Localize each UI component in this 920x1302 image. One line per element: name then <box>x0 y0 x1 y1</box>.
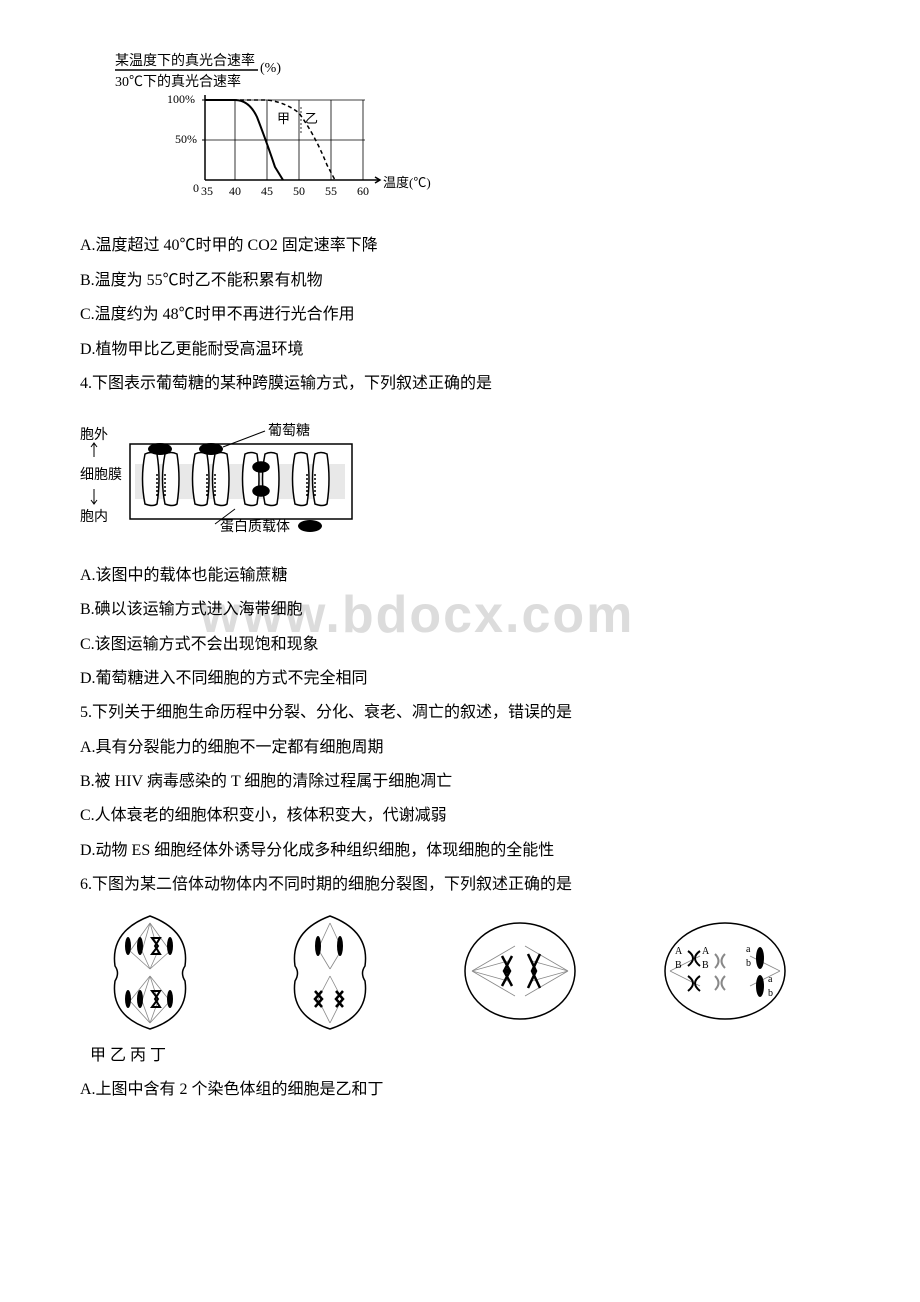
series-jia-label: 甲 <box>277 111 290 126</box>
x-axis-label: 温度(℃) <box>383 175 431 190</box>
ding-label-B2: B <box>702 960 709 971</box>
label-inside: 胞内 <box>80 509 108 525</box>
q3-option-c: C.温度约为 48℃时甲不再进行光合作用 <box>80 300 840 330</box>
xtick-40: 40 <box>229 184 241 198</box>
xtick-60: 60 <box>357 184 369 198</box>
ytick-100: 100% <box>167 92 195 106</box>
q5-option-a: A.具有分裂能力的细胞不一定都有细胞周期 <box>80 733 840 763</box>
label-membrane: 细胞膜 <box>80 467 122 483</box>
q4-option-d: D.葡萄糖进入不同细胞的方式不完全相同 <box>80 664 840 694</box>
q6-option-a: A.上图中含有 2 个染色体组的细胞是乙和丁 <box>80 1075 840 1105</box>
cell-yi <box>280 911 380 1031</box>
cell-bing <box>460 916 580 1026</box>
label-glucose: 葡萄糖 <box>268 423 310 439</box>
ding-label-A1: A <box>675 946 683 957</box>
ding-label-a1: a <box>746 944 751 955</box>
xtick-45: 45 <box>261 184 273 198</box>
ding-label-B1: B <box>675 960 682 971</box>
ytick-50: 50% <box>175 132 197 146</box>
xtick-35: 35 <box>201 184 213 198</box>
y-label-bottom: 30℃下的真光合速率 <box>115 73 241 90</box>
label-carrier: 蛋白质载体 <box>220 519 290 535</box>
cell-ding: A B A B a b a b <box>660 916 790 1026</box>
label-outside: 胞外 <box>80 427 108 443</box>
q3-option-b: B.温度为 55℃时乙不能积累有机物 <box>80 266 840 296</box>
q3-chart: 某温度下的真光合速率 30℃下的真光合速率 (%) 100% 50% 0 35 <box>110 50 840 221</box>
q4-stem: 4.下图表示葡萄糖的某种跨膜运输方式，下列叙述正确的是 <box>80 369 840 399</box>
q4-option-c: C.该图运输方式不会出现饱和现象 <box>80 630 840 660</box>
ding-label-A2: A <box>702 946 710 957</box>
q4-option-b: B.碘以该运输方式进入海带细胞 <box>80 595 840 625</box>
q4-option-a: A.该图中的载体也能运输蔗糖 <box>80 561 840 591</box>
q5-option-c: C.人体衰老的细胞体积变小，核体积变大，代谢减弱 <box>80 801 840 831</box>
q5-option-d: D.动物 ES 细胞经体外诱导分化成多种组织细胞，体现细胞的全能性 <box>80 836 840 866</box>
cell-jia <box>100 911 200 1031</box>
q3-option-d: D.植物甲比乙更能耐受高温环境 <box>80 335 840 365</box>
q6-diagrams: A B A B a b a b <box>100 911 840 1031</box>
membrane-diagram: 胞外 细胞膜 胞内 <box>80 409 840 550</box>
y-label-top: 某温度下的真光合速率 <box>115 52 255 69</box>
q3-option-a: A.温度超过 40℃时甲的 CO2 固定速率下降 <box>80 231 840 261</box>
ytick-0: 0 <box>193 181 199 195</box>
ding-label-a2: a <box>768 974 773 985</box>
ding-label-b1: b <box>746 958 751 969</box>
y-unit: (%) <box>260 61 281 76</box>
ding-label-b2: b <box>768 988 773 999</box>
q6-caption: 甲 乙 丙 丁 <box>90 1041 840 1071</box>
xtick-55: 55 <box>325 184 337 198</box>
series-yi-label: 乙 <box>305 111 318 126</box>
q5-option-b: B.被 HIV 病毒感染的 T 细胞的清除过程属于细胞凋亡 <box>80 767 840 797</box>
chart-svg: 某温度下的真光合速率 30℃下的真光合速率 (%) 100% 50% 0 35 <box>110 50 440 210</box>
q6-stem: 6.下图为某二倍体动物体内不同时期的细胞分裂图，下列叙述正确的是 <box>80 870 840 900</box>
xtick-50: 50 <box>293 184 305 198</box>
q5-stem: 5.下列关于细胞生命历程中分裂、分化、衰老、凋亡的叙述，错误的是 <box>80 698 840 728</box>
